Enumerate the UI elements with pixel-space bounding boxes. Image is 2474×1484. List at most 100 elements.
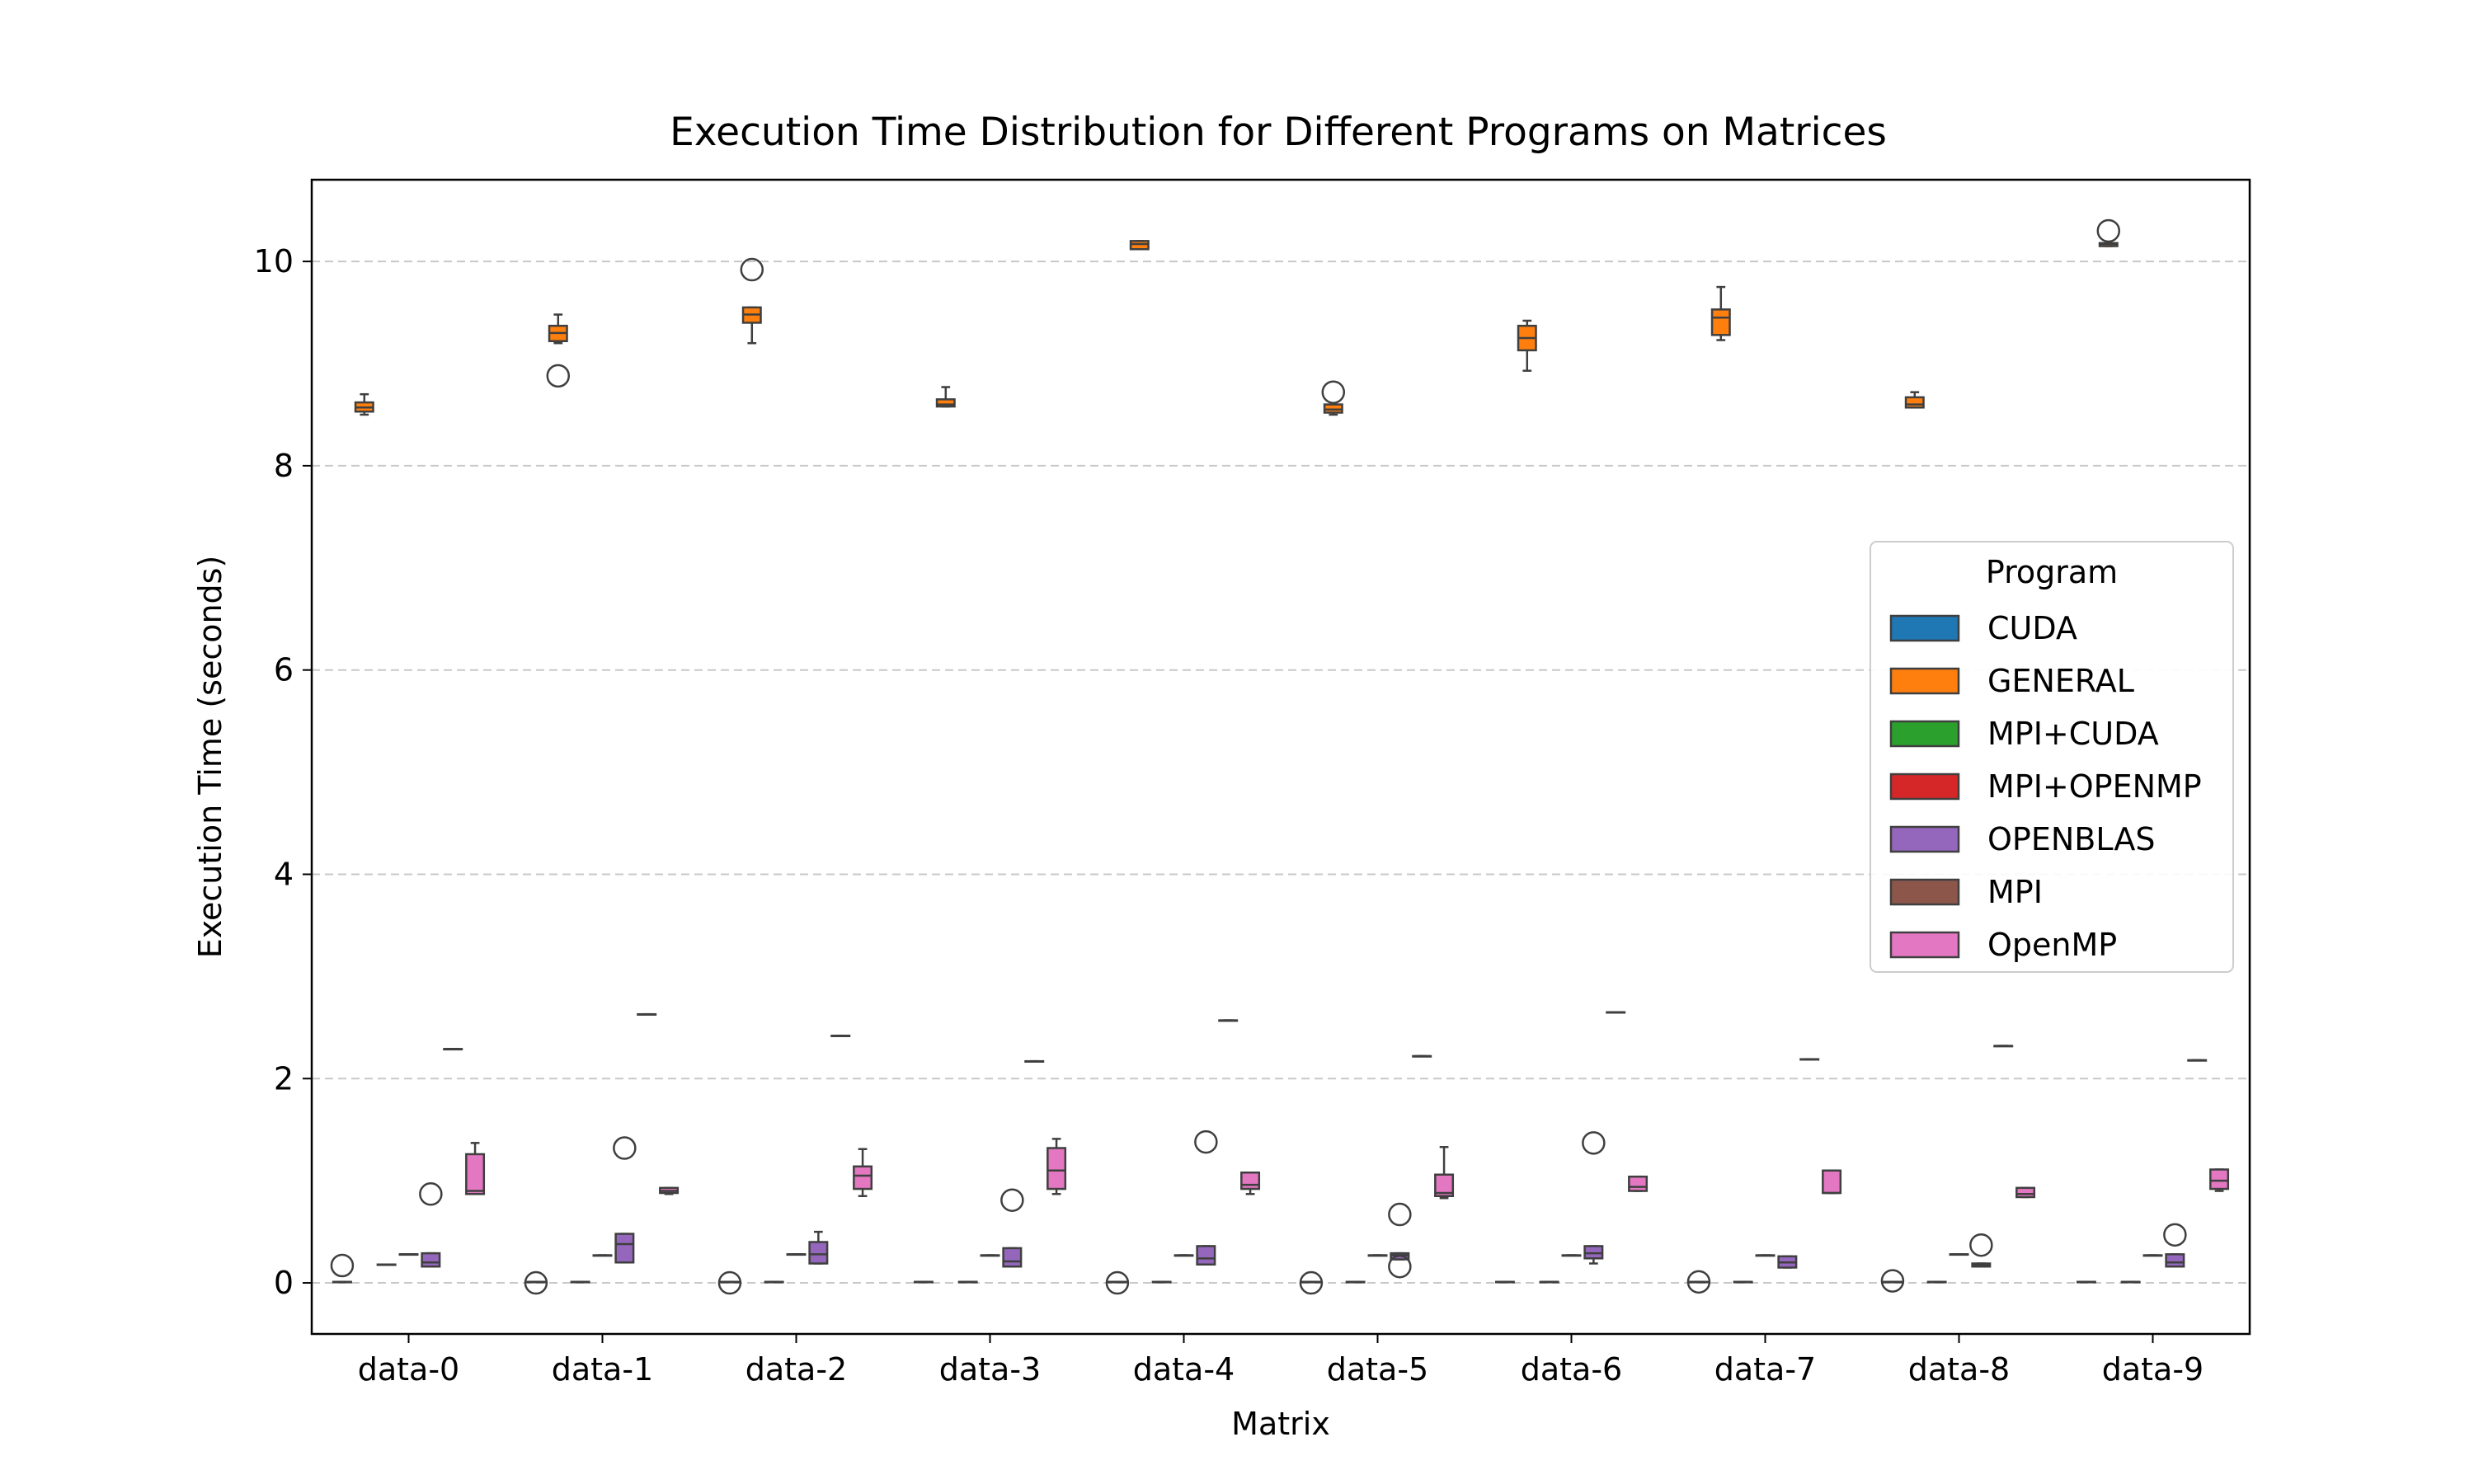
box-openmp <box>2015 1186 2036 1199</box>
box-cuda <box>2076 1280 2096 1284</box>
iqr-box <box>1240 1171 1261 1190</box>
box-general <box>2096 218 2121 247</box>
y-tick-label: 4 <box>274 856 294 892</box>
legend: Program CUDA GENERAL MPI+CUDA MPI+OPENMP OPE… <box>1870 541 2234 973</box>
box-openblas <box>1969 1233 1993 1268</box>
box-mpi <box>443 1048 463 1051</box>
outlier-point <box>1299 1270 1324 1295</box>
x-tick-label: data-4 <box>1133 1351 1235 1388</box>
box-cuda <box>717 1270 742 1295</box>
legend-label: MPI <box>1987 874 2043 910</box>
legend-frame <box>1870 541 2234 973</box>
iqr-box <box>1822 1169 1842 1195</box>
outlier-point <box>1969 1233 1993 1257</box>
box-mpi-cuda <box>2120 1280 2141 1284</box>
iqr-box <box>1434 1173 1455 1197</box>
x-tick-label: data-0 <box>358 1351 459 1388</box>
box-cuda <box>1494 1280 1515 1284</box>
box-mpi <box>2187 1059 2208 1062</box>
outlier-point <box>1880 1269 1905 1293</box>
legend-swatch <box>1889 667 1960 695</box>
box-mpi-cuda <box>957 1280 978 1284</box>
box-openblas <box>419 1182 443 1268</box>
box-mpi-cuda <box>1926 1280 1947 1284</box>
box-mpi-cuda <box>1733 1280 1753 1284</box>
box-general <box>1710 285 1731 341</box>
outlier-point <box>1388 1254 1412 1279</box>
box-mpi <box>1606 1011 1626 1014</box>
x-tick-label: data-8 <box>1908 1351 2010 1388</box>
x-tick-label: data-3 <box>939 1351 1041 1388</box>
box-openblas <box>1388 1202 1412 1279</box>
iqr-box <box>421 1252 441 1268</box>
y-tick-label: 6 <box>274 652 294 688</box>
box-openblas <box>808 1230 829 1265</box>
legend-label: CUDA <box>1987 610 2077 646</box>
box-mpi-cuda <box>1151 1280 1172 1284</box>
box-general <box>1129 240 1150 251</box>
chart-title: Execution Time Distribution for Differen… <box>670 110 1887 155</box>
iqr-box <box>935 398 956 408</box>
box-groups <box>330 218 2230 1295</box>
box-general <box>1321 380 1346 416</box>
outlier-point <box>2163 1223 2187 1247</box>
x-tick-label: data-9 <box>2102 1351 2204 1388</box>
box-openmp <box>853 1148 873 1197</box>
legend-swatch <box>1889 931 1960 959</box>
x-tick-label: data-5 <box>1327 1351 1428 1388</box>
box-general <box>546 313 571 388</box>
iqr-box <box>614 1233 635 1264</box>
iqr-box <box>1002 1247 1023 1268</box>
box-mpi <box>637 1012 657 1016</box>
iqr-box <box>2165 1253 2185 1268</box>
outlier-point <box>613 1136 637 1160</box>
box-mpi <box>1799 1058 1820 1061</box>
outlier-point <box>524 1270 548 1295</box>
y-tick-label: 10 <box>254 243 294 279</box>
legend-swatch <box>1889 773 1960 801</box>
x-axis-label: Matrix <box>1231 1406 1330 1442</box>
outlier-point <box>1582 1131 1606 1155</box>
iqr-box <box>808 1241 829 1265</box>
iqr-box <box>2015 1186 2036 1199</box>
box-openmp <box>1628 1175 1649 1192</box>
box-openmp <box>1047 1138 1067 1195</box>
x-tick-label: data-1 <box>552 1351 653 1388</box>
box-openblas <box>1582 1131 1606 1265</box>
box-mpi-cuda <box>376 1263 397 1266</box>
box-mpi-openmp <box>786 1253 807 1256</box>
box-mpi-cuda <box>570 1280 590 1284</box>
grid-lines <box>312 261 2250 1284</box>
outlier-point <box>1388 1202 1412 1227</box>
box-openmp <box>659 1186 680 1195</box>
legend-swatch <box>1889 614 1960 642</box>
legend-title: Program <box>1986 554 2118 590</box>
box-mpi-cuda <box>1539 1280 1559 1284</box>
box-cuda <box>1880 1269 1905 1293</box>
box-openblas <box>2163 1223 2187 1268</box>
box-openmp <box>1240 1171 1261 1195</box>
legend-label: OPENBLAS <box>1987 821 2156 857</box>
box-mpi <box>1024 1059 1045 1063</box>
box-mpi <box>1993 1045 2014 1048</box>
box-openmp <box>1434 1146 1455 1200</box>
outlier-point <box>717 1270 742 1295</box>
box-openblas <box>1000 1188 1024 1268</box>
box-cuda <box>524 1270 548 1295</box>
box-mpi-cuda <box>1345 1280 1366 1284</box>
box-openblas <box>1194 1129 1218 1266</box>
iqr-box <box>1628 1175 1649 1192</box>
iqr-box <box>465 1153 486 1195</box>
box-mpi-openmp <box>1949 1253 1969 1256</box>
y-tick-label: 8 <box>274 448 294 484</box>
box-mpi <box>1412 1054 1432 1058</box>
outlier-point <box>2096 218 2121 243</box>
box-openmp <box>1822 1169 1842 1195</box>
iqr-box <box>2209 1168 2230 1190</box>
outlier-point <box>330 1253 355 1278</box>
y-axis-label: Execution Time (seconds) <box>192 556 228 959</box>
iqr-box <box>1047 1147 1067 1190</box>
box-cuda <box>1105 1270 1130 1295</box>
box-cuda <box>1299 1270 1324 1295</box>
iqr-box <box>1196 1245 1216 1266</box>
